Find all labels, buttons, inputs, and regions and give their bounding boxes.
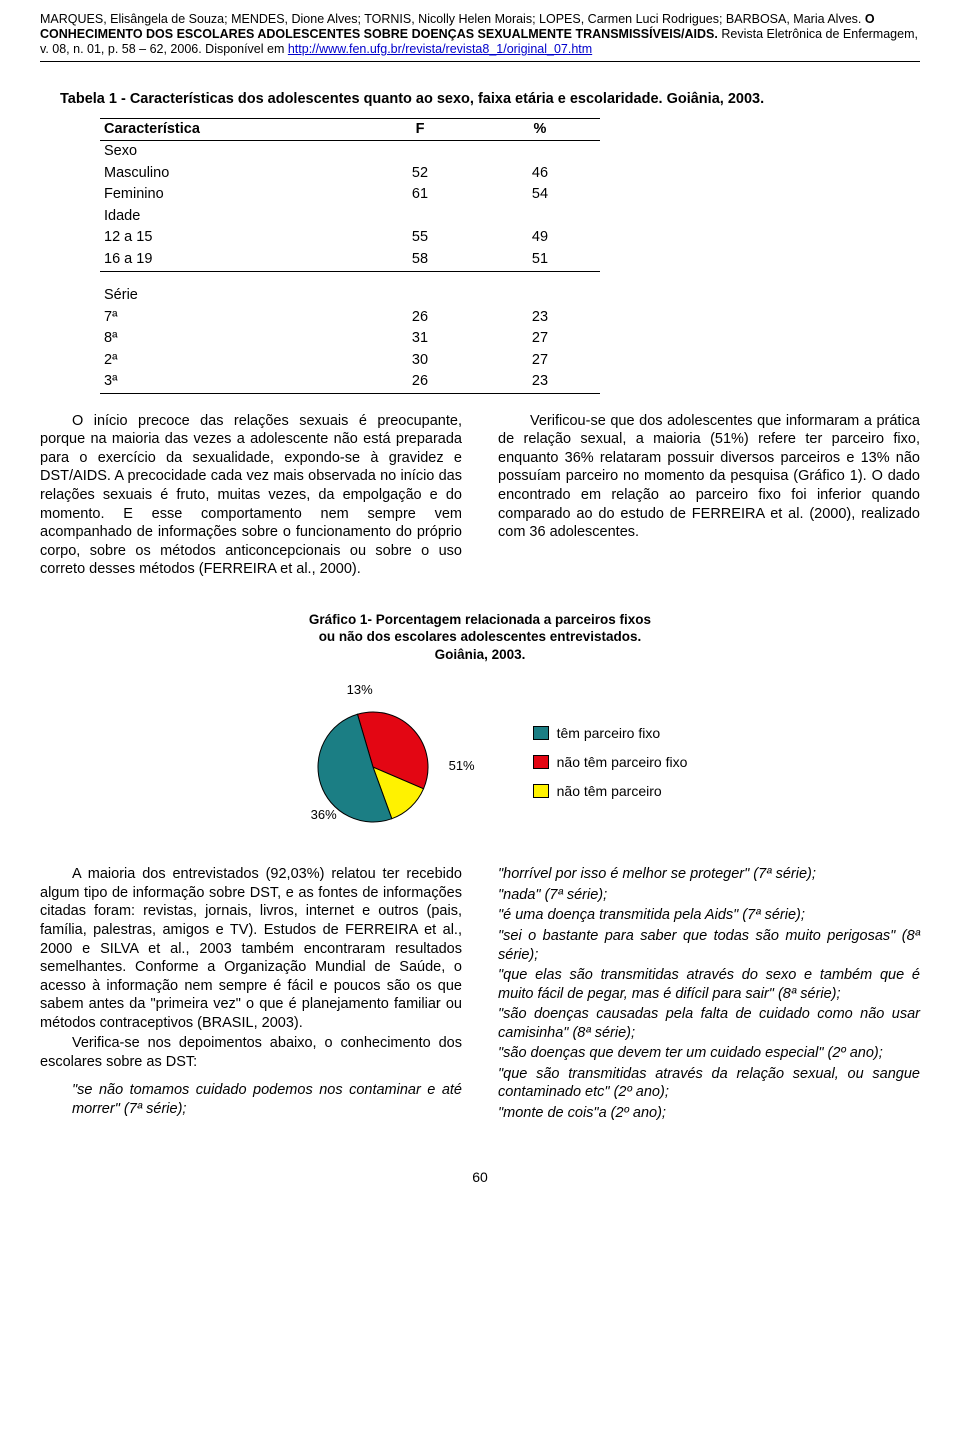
body2-left-p1: A maioria dos entrevistados (92,03%) rel…	[40, 865, 462, 1032]
cell-label: 2ª	[100, 350, 360, 372]
citation-url[interactable]: http://www.fen.ufg.br/revista/revista8_1…	[288, 42, 592, 56]
table-group-label: Idade	[100, 206, 600, 228]
pie-legend: têm parceiro fixo não têm parceiro fixo …	[533, 714, 688, 811]
cell-f: 26	[360, 371, 480, 393]
header-rule	[40, 61, 920, 62]
legend-item: têm parceiro fixo	[533, 724, 688, 743]
cell-label: 12 a 15	[100, 227, 360, 249]
body-columns-2: A maioria dos entrevistados (92,03%) rel…	[40, 865, 920, 1128]
characteristics-table: Característica F % Sexo Masculino5246 Fe…	[100, 118, 600, 394]
group-serie: Série	[100, 285, 360, 307]
page-number: 60	[40, 1168, 920, 1187]
cell-p: 51	[480, 249, 600, 271]
cell-f: 55	[360, 227, 480, 249]
table-group-label: Série	[100, 285, 600, 307]
chart-title: Gráfico 1- Porcentagem relacionada a par…	[40, 611, 920, 664]
col-header-f: F	[360, 118, 480, 141]
citation-header: MARQUES, Elisângela de Souza; MENDES, Di…	[40, 12, 920, 57]
table-row: 16 a 195851	[100, 249, 600, 271]
table-row: Masculino5246	[100, 163, 600, 185]
table-group-label: Sexo	[100, 141, 600, 163]
legend-item: não têm parceiro fixo	[533, 753, 688, 772]
quote-line: "é uma doença transmitida pela Aids" (7ª…	[498, 906, 920, 925]
col-header-characteristic: Característica	[100, 118, 360, 141]
pie-chart-row: 13% 51% 36% têm parceiro fixo não têm pa…	[40, 687, 920, 837]
table-caption: Tabela 1 - Características dos adolescen…	[60, 90, 920, 110]
legend-item: não têm parceiro	[533, 782, 688, 801]
cell-f: 61	[360, 184, 480, 206]
body-columns-1: O início precoce das relações sexuais é …	[40, 412, 920, 579]
cell-label: Feminino	[100, 184, 360, 206]
table-row: 8ª3127	[100, 328, 600, 350]
cell-p: 27	[480, 350, 600, 372]
cell-f: 30	[360, 350, 480, 372]
table-row: 7ª2623	[100, 307, 600, 329]
cell-p: 23	[480, 307, 600, 329]
body2-left-p2: Verifica-se nos depoimentos abaixo, o co…	[40, 1034, 462, 1071]
legend-swatch	[533, 755, 549, 769]
table-row: 2ª3027	[100, 350, 600, 372]
citation-authors: MARQUES, Elisângela de Souza; MENDES, Di…	[40, 12, 861, 26]
pie-label-51: 51%	[449, 757, 475, 775]
legend-label: têm parceiro fixo	[557, 724, 660, 743]
quote-line: "sei o bastante para saber que todas são…	[498, 927, 920, 964]
pie-label-13: 13%	[347, 681, 373, 699]
cell-f: 26	[360, 307, 480, 329]
table-row: 3ª2623	[100, 371, 600, 393]
quote-line: "horrível por isso é melhor se proteger"…	[498, 865, 920, 884]
legend-swatch	[533, 726, 549, 740]
cell-label: 7ª	[100, 307, 360, 329]
quote-line: "nada" (7ª série);	[498, 886, 920, 905]
quote-line: "são doenças que devem ter um cuidado es…	[498, 1044, 920, 1063]
cell-f: 52	[360, 163, 480, 185]
legend-label: não têm parceiro fixo	[557, 753, 688, 772]
pie-label-36: 36%	[311, 806, 337, 824]
legend-label: não têm parceiro	[557, 782, 662, 801]
cell-p: 23	[480, 371, 600, 393]
quote-line: "monte de cois"a (2º ano);	[498, 1104, 920, 1123]
cell-f: 31	[360, 328, 480, 350]
cell-f: 58	[360, 249, 480, 271]
quotes-right-column: "horrível por isso é melhor se proteger"…	[498, 865, 920, 1128]
cell-p: 49	[480, 227, 600, 249]
cell-p: 46	[480, 163, 600, 185]
cell-p: 54	[480, 184, 600, 206]
quote-line: "são doenças causadas pela falta de cuid…	[498, 1005, 920, 1042]
legend-swatch	[533, 784, 549, 798]
group-sexo: Sexo	[100, 141, 360, 163]
table-row: Feminino6154	[100, 184, 600, 206]
table-row: 12 a 155549	[100, 227, 600, 249]
cell-p: 27	[480, 328, 600, 350]
col-header-percent: %	[480, 118, 600, 141]
quote-line: "que são transmitidas através da relação…	[498, 1065, 920, 1102]
quote-line: "que elas são transmitidas através do se…	[498, 966, 920, 1003]
group-idade: Idade	[100, 206, 360, 228]
body1-right: Verificou-se que dos adolescentes que in…	[498, 412, 920, 542]
table-header-row: Característica F %	[100, 118, 600, 141]
cell-label: 8ª	[100, 328, 360, 350]
cell-label: 3ª	[100, 371, 360, 393]
cell-label: 16 a 19	[100, 249, 360, 271]
cell-label: Masculino	[100, 163, 360, 185]
quote-left: "se não tomamos cuidado podemos nos cont…	[72, 1081, 462, 1118]
pie-chart: 13% 51% 36%	[273, 687, 473, 837]
body1-left: O início precoce das relações sexuais é …	[40, 412, 462, 579]
